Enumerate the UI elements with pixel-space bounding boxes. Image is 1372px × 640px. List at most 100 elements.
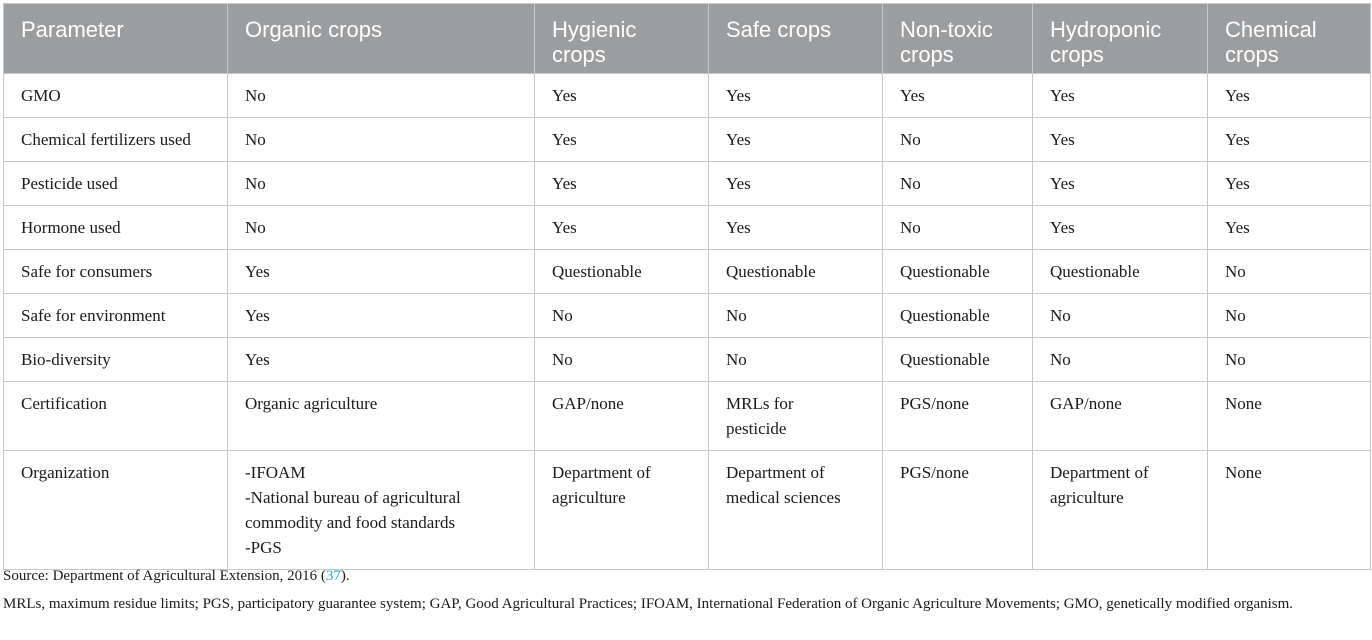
- table-cell: No: [1207, 293, 1371, 338]
- cell-text-line: Questionable: [900, 350, 990, 369]
- table-cell: Questionable: [708, 249, 883, 294]
- table-cell: No: [227, 161, 535, 206]
- table-cell: Yes: [1207, 161, 1371, 206]
- cell-text-line: Yes: [1225, 86, 1250, 105]
- cell-text-line: Yes: [1225, 218, 1250, 237]
- cell-text-line: PGS/none: [900, 394, 969, 413]
- table-cell: Department of medical sciences: [708, 450, 883, 570]
- table-cell: Yes: [1207, 73, 1371, 118]
- row-label-cell: Certification: [3, 381, 228, 451]
- cell-text-line: Yes: [726, 130, 751, 149]
- cell-text-line: medical sciences: [726, 488, 841, 507]
- cell-text-line: GAP/none: [552, 394, 624, 413]
- table-cell: No: [1207, 249, 1371, 294]
- table-row: Safe for consumers Yes Questionable Questio…: [3, 249, 1371, 294]
- table-row: Chemical fertilizers used No Yes Yes No Yes Ye…: [3, 117, 1371, 162]
- cell-text-line: No: [245, 174, 266, 193]
- crop-comparison-table: Parameter Organic crops Hygienic crops Safe …: [3, 3, 1371, 570]
- table-cell: Questionable: [882, 337, 1033, 382]
- cell-text-line: Questionable: [1050, 262, 1140, 281]
- table-cell: No: [1207, 337, 1371, 382]
- cell-text-line: No: [900, 218, 921, 237]
- table-abbreviations-note: MRLs, maximum residue limits; PGS, parti…: [3, 596, 1294, 612]
- table-cell: Questionable: [534, 249, 709, 294]
- cell-text-line: pesticide: [726, 419, 787, 438]
- row-label-cell: Chemical fertilizers used: [3, 117, 228, 162]
- cell-text-line: Yes: [1225, 130, 1250, 149]
- cell-text-line: Department of: [1050, 463, 1149, 482]
- cell-text-line: Hormone used: [21, 218, 121, 237]
- cell-text-line: crops: [900, 42, 954, 67]
- table-cell: Yes: [227, 249, 535, 294]
- table-cell: No: [708, 337, 883, 382]
- cell-text-line: Pesticide used: [21, 174, 118, 193]
- row-label-cell: Safe for consumers: [3, 249, 228, 294]
- table-cell: No: [534, 293, 709, 338]
- table-cell: Questionable: [882, 249, 1033, 294]
- column-header: Organic crops: [227, 3, 535, 74]
- column-header: Hygienic crops: [534, 3, 709, 74]
- table-body: GMO No Yes Yes Yes Yes Yes Chemical fertilizers…: [3, 73, 1371, 570]
- cell-text-line: Yes: [245, 262, 270, 281]
- cell-text-line: GAP/none: [1050, 394, 1122, 413]
- table-cell: No: [708, 293, 883, 338]
- cell-text-line: Hygienic: [552, 17, 637, 42]
- table-row: Safe for environment Yes No No Questionable N…: [3, 293, 1371, 338]
- crop-comparison-table-container: Parameter Organic crops Hygienic crops Safe …: [3, 3, 1371, 570]
- table-cell: -IFOAM -National bureau of agricultural co…: [227, 450, 535, 570]
- table-cell: Yes: [882, 73, 1033, 118]
- cell-text-line: Parameter: [21, 17, 124, 42]
- table-cell: Questionable: [882, 293, 1033, 338]
- column-header: Hydroponic crops: [1032, 3, 1208, 74]
- table-cell: Yes: [708, 117, 883, 162]
- table-cell: Department of agriculture: [1032, 450, 1208, 570]
- cell-text-line: Hydroponic: [1050, 17, 1162, 42]
- table-row: Bio-diversity Yes No No Questionable No No: [3, 337, 1371, 382]
- cell-text-line: Non-toxic: [900, 17, 993, 42]
- cell-text-line: crops: [1050, 42, 1104, 67]
- table-row: Pesticide used No Yes Yes No Yes Yes: [3, 161, 1371, 206]
- cell-text-line: Yes: [1050, 130, 1075, 149]
- cell-text-line: No: [552, 350, 573, 369]
- source-text: Source: Department of Agricultural Exten…: [3, 568, 326, 584]
- table-cell: No: [227, 73, 535, 118]
- row-label-cell: Bio-diversity: [3, 337, 228, 382]
- cell-text-line: crops: [1225, 42, 1279, 67]
- table-cell: PGS/none: [882, 381, 1033, 451]
- table-row: Hormone used No Yes Yes No Yes Yes: [3, 205, 1371, 250]
- cell-text-line: agriculture: [1050, 488, 1124, 507]
- cell-text-line: Questionable: [900, 306, 990, 325]
- row-label-cell: GMO: [3, 73, 228, 118]
- cell-text-line: None: [1225, 463, 1262, 482]
- table-cell: No: [882, 205, 1033, 250]
- table-cell: No: [1032, 293, 1208, 338]
- table-cell: No: [227, 205, 535, 250]
- table-cell: Yes: [534, 205, 709, 250]
- cell-text-line: Certification: [21, 394, 107, 413]
- cell-text-line: Questionable: [900, 262, 990, 281]
- table-cell: Yes: [708, 161, 883, 206]
- cell-text-line: -PGS: [245, 538, 282, 557]
- table-cell: No: [1032, 337, 1208, 382]
- cell-text-line: -IFOAM: [245, 463, 306, 482]
- table-cell: Organic agriculture: [227, 381, 535, 451]
- cell-text-line: No: [900, 130, 921, 149]
- cell-text-line: Safe for consumers: [21, 262, 153, 281]
- table-cell: Yes: [534, 73, 709, 118]
- column-header: Parameter: [3, 3, 228, 74]
- table-cell: None: [1207, 450, 1371, 570]
- table-cell: Yes: [1032, 205, 1208, 250]
- reference-link[interactable]: 37: [325, 568, 341, 584]
- table-cell: No: [882, 161, 1033, 206]
- cell-text-line: Yes: [1050, 86, 1075, 105]
- row-label-cell: Safe for environment: [3, 293, 228, 338]
- table-cell: No: [534, 337, 709, 382]
- table-cell: GAP/none: [1032, 381, 1208, 451]
- column-header: Chemical crops: [1207, 3, 1371, 74]
- cell-text-line: MRLs for: [726, 394, 794, 413]
- cell-text-line: Chemical: [1225, 17, 1317, 42]
- cell-text-line: Department of: [552, 463, 651, 482]
- cell-text-line: No: [245, 86, 266, 105]
- table-cell: Yes: [708, 205, 883, 250]
- table-row: Certification Organic agriculture GAP/none…: [3, 381, 1371, 451]
